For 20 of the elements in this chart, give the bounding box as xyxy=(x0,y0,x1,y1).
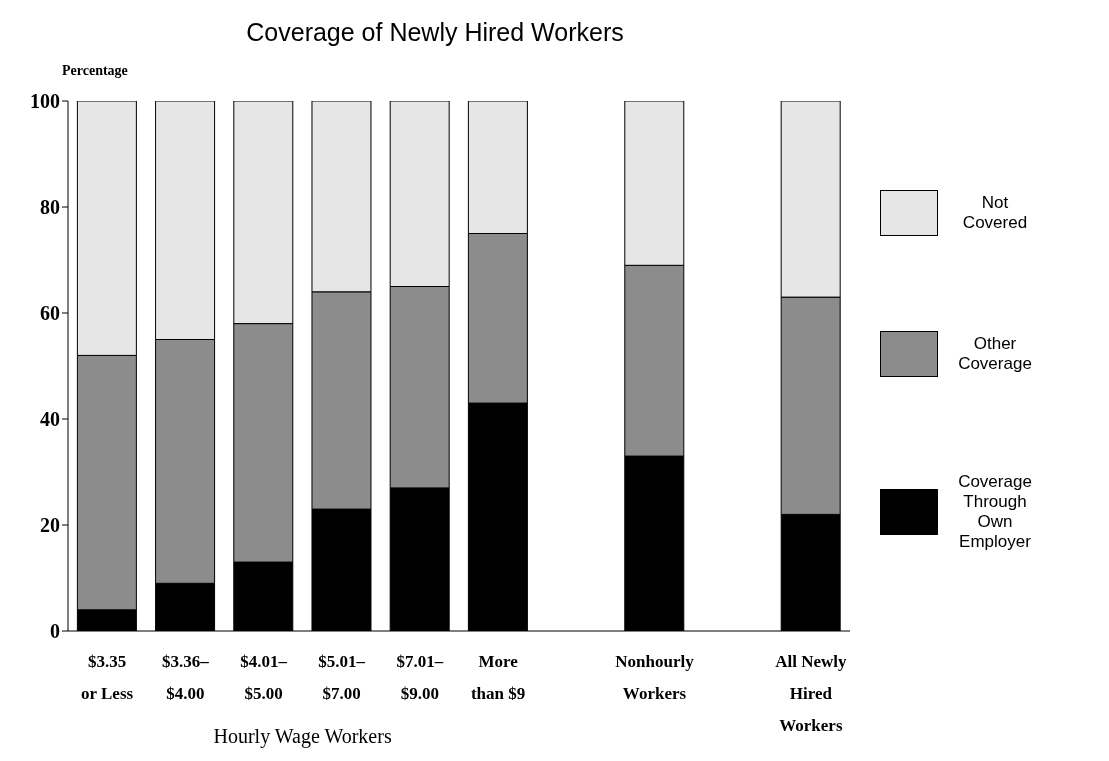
text: Not Covered xyxy=(961,193,1029,233)
x-tick-label: $7.01– $9.00 xyxy=(396,652,444,703)
y-tick-label: 0 xyxy=(50,620,60,643)
text: Other Coverage xyxy=(957,334,1033,374)
chart-title: Coverage of Newly Hired Workers xyxy=(245,18,625,47)
x-tick-label: Nonhourly Workers xyxy=(615,652,695,703)
x-tick-label: $3.35 or Less xyxy=(81,652,134,703)
y-tick-label: 40 xyxy=(40,408,60,431)
x-tick-label: More than $9 xyxy=(470,652,526,703)
text: Coverage Through Own Employer xyxy=(957,472,1033,552)
y-tick-label: 60 xyxy=(40,302,60,325)
x-tick-label: $3.36– $4.00 xyxy=(161,652,210,703)
y-tick-label: 100 xyxy=(30,90,60,113)
x-tick-label: $4.01– $5.00 xyxy=(240,652,288,703)
y-axis-title: Percentage xyxy=(62,63,128,79)
x-tick-label: All Newly Hired Workers xyxy=(775,652,848,735)
y-tick-label: 80 xyxy=(40,196,60,219)
text: Hourly Wage Workers xyxy=(212,725,393,748)
y-tick-label: 20 xyxy=(40,514,60,537)
x-tick-label: $5.01– $7.00 xyxy=(318,652,366,703)
